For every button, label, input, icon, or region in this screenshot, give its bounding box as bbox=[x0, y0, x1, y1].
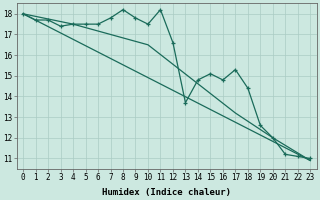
X-axis label: Humidex (Indice chaleur): Humidex (Indice chaleur) bbox=[102, 188, 231, 197]
